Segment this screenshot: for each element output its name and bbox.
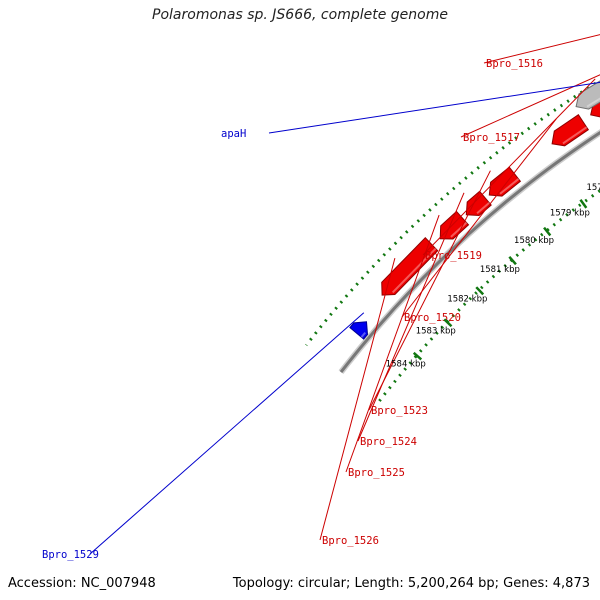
gene-label-bpro-1519[interactable]: Bpro_1519 <box>425 250 482 262</box>
leader-line-5 <box>368 170 491 411</box>
leader-line-2 <box>460 74 600 138</box>
gene-label-bpro-1529[interactable]: Bpro_1529 <box>42 549 99 561</box>
tick-label-10: 1582 kbp <box>447 295 487 305</box>
gene-arrow-16[interactable] <box>349 321 369 340</box>
gene-label-bpro-1526[interactable]: Bpro_1526 <box>322 535 379 547</box>
tick-label-11: 1583 kbp <box>416 326 456 336</box>
gene-arrow-15[interactable] <box>381 236 439 296</box>
genes-layer <box>349 65 600 340</box>
gene-label-bpro-1517[interactable]: Bpro_1517 <box>463 132 520 144</box>
gene-highlight-11 <box>562 126 588 145</box>
gene-label-bpro-1516[interactable]: Bpro_1516 <box>486 58 543 70</box>
tick-label-8: 1580 kbp <box>514 236 554 246</box>
leader-line-4 <box>401 118 557 318</box>
gene-arrow-11[interactable] <box>551 114 589 147</box>
gene-highlight-16 <box>360 331 367 338</box>
leader-line-10 <box>89 312 365 555</box>
tick-label-9: 1581 kbp <box>480 265 520 275</box>
leader-line-1 <box>483 34 600 64</box>
gene-highlight-13 <box>476 202 490 215</box>
gene-label-bpro-1523[interactable]: Bpro_1523 <box>371 405 428 417</box>
tracks-layer <box>305 78 600 403</box>
gene-label-bpro-1524[interactable]: Bpro_1524 <box>360 436 417 448</box>
ticks-layer: 1573 kbp1574 kbp1575 kbp1576 kbp1577 kbp… <box>386 183 600 369</box>
gene-highlight-10 <box>586 97 600 108</box>
leader-line-8 <box>319 257 396 541</box>
gene-highlight-15 <box>391 247 437 294</box>
tick-mark-10 <box>475 286 485 296</box>
gene-highlight-12 <box>499 178 520 195</box>
tick-mark-9 <box>508 255 517 266</box>
gene-arrow-10[interactable] <box>575 65 600 110</box>
tick-mark-7 <box>579 199 588 209</box>
genome-summary-text: Topology: circular; Length: 5,200,264 bp… <box>232 576 590 591</box>
genome-title: Polaromonas sp. JS666, complete genome <box>152 7 448 23</box>
gene-arrow-13[interactable] <box>465 190 492 217</box>
leader-line-3 <box>422 78 596 256</box>
tick-label-7: 1579 kbp <box>550 209 590 219</box>
accession-text: Accession: NC_007948 <box>8 576 156 591</box>
backbone-shadow <box>338 129 600 374</box>
gene-highlight-14 <box>450 221 468 238</box>
outer-dotted-track <box>377 188 600 403</box>
tick-mark-8 <box>543 226 552 237</box>
title-backdrop <box>146 2 456 24</box>
genome-backbone <box>339 130 600 374</box>
leader-line-9 <box>268 81 600 134</box>
tick-label-12: 1584 kbp <box>386 359 426 369</box>
labels-layer: Bpro_1516Bpro_1517Bpro_1519Bpro_1520Bpro… <box>42 34 600 561</box>
leader-line-6 <box>357 192 465 442</box>
gene-label-bpro-1525[interactable]: Bpro_1525 <box>348 467 405 479</box>
leader-line-7 <box>345 214 440 473</box>
inner-dotted-track <box>305 78 600 347</box>
tick-mark-12 <box>412 351 423 361</box>
tick-mark-11 <box>443 318 453 328</box>
gene-label-apah[interactable]: apaH <box>221 128 246 140</box>
tick-label-6: 1578 kbp <box>586 183 600 193</box>
